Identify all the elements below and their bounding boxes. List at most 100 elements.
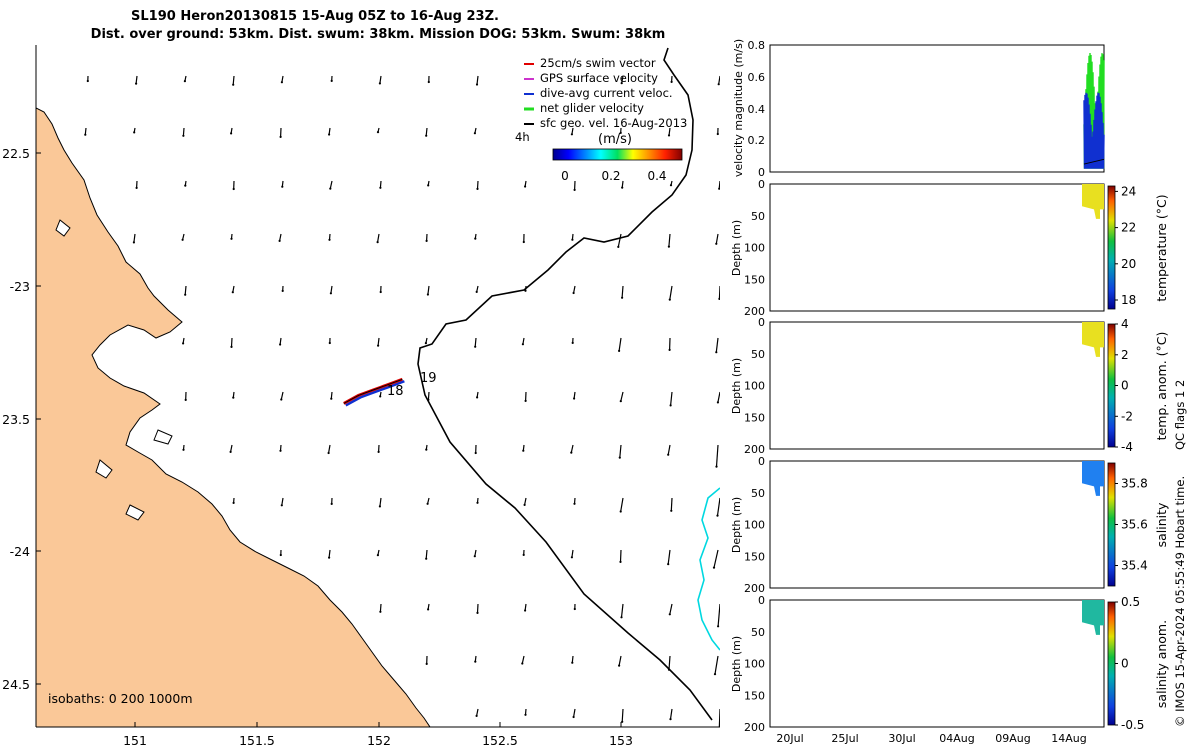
colorbar-tick-label: 0.5 [1121,595,1140,609]
colorbar-label: salinity anom. [1154,620,1169,708]
title-line-1: SL190 Heron20130815 15-Aug 05Z to 16-Aug… [131,9,499,24]
velocity-arrow [718,285,720,299]
velocity-arrow [621,75,624,84]
colorbar-tick-0: 0 [561,169,569,183]
velocity-arrow [668,233,671,247]
colorbar-tick-2: 0.4 [647,169,666,183]
arrow-head [425,557,428,560]
arrow-head [670,80,673,83]
arrow-head [522,449,525,452]
time-tick-09aug: 09Aug [995,732,1030,745]
arrow-head [717,83,720,86]
arrow-head [328,238,331,241]
arrow-head [669,184,673,187]
velocity-arrow [521,655,525,664]
velocity-arrow [668,127,671,136]
arrow-head [427,398,430,401]
arrow-head [474,345,477,348]
velocity-arrow [328,549,331,558]
arrow-head [718,187,720,190]
isobaths-label: isobaths: 0 200 1000m [48,691,193,706]
velocity-arrow [524,497,527,506]
svg-text:25cm/s swim vector: 25cm/s swim vector [540,56,656,70]
arrow-head [379,290,382,294]
arrow-head [426,293,429,296]
arrow-head [573,79,576,82]
land-mass [36,107,431,727]
velocity-arrow [328,444,331,454]
colorbar-tick-label: 0 [1121,379,1129,393]
velocity-arrow [84,127,87,135]
arrow-head [571,238,574,241]
velocity-arrow [717,391,720,403]
colorbar-tick-label: 35.6 [1121,518,1148,532]
velocity-arrow [668,655,671,670]
velocity-arrow [715,337,719,353]
time-tick-04aug: 04Aug [939,732,974,745]
depth-tick: 200 [744,305,765,318]
time-tick-30jul: 30Jul [888,732,915,745]
arrow-head [524,713,527,716]
velocity-arrow [280,391,284,400]
arrow-head [280,398,283,401]
arrow-head [376,131,380,134]
arrow-head [184,184,187,187]
velocity-arrow [619,549,622,562]
velocity-arrow [230,337,233,347]
arrow-head [474,660,477,663]
map-xtick-153: 153 [609,733,633,748]
velocity-arrow [377,337,380,346]
arrow-head [523,503,526,506]
colorbar-tick-label: 20 [1121,257,1136,271]
arrow-head [713,673,717,676]
arrow-head [667,668,671,671]
arrow-head [668,298,671,301]
arrow-head [379,610,382,613]
arrow-head [377,344,380,347]
arrow-head [475,290,478,293]
depth-tick: 0 [758,178,765,191]
depth-panel-3: 0 50 100 150 200 Depth (m) 35.8 35.6 35.4 salinit… [730,455,1169,595]
svg-text:GPS surface velocity: GPS surface velocity [540,71,658,85]
arrow-head [619,131,622,134]
velocity-arrow [620,603,624,618]
arrow-head [328,556,331,559]
arrow-head [618,456,621,459]
depth-colorbar [1107,185,1116,310]
arrow-head [427,80,430,84]
arrow-head [476,611,479,615]
arrow-head [715,465,718,468]
arrow-head [571,341,574,344]
velocity-arrow [379,497,382,507]
colorbar-tick-label: 4 [1121,317,1129,331]
depth-tick: 50 [751,210,765,223]
arrow-head [279,343,282,346]
colorbar-label: temperature (°C) [1154,194,1169,301]
velocity-arrow [184,285,187,295]
depth-tick: 0 [758,316,765,329]
depth-ylabel: Depth (m) [730,358,743,414]
arrow-head [524,185,527,188]
arrow-head [716,401,720,404]
arrow-head [181,238,184,241]
depth-ylabel: Depth (m) [730,636,743,692]
velocity-arrow [133,233,136,243]
velocity-arrow [713,549,719,568]
map-ytick-24: -24 [10,544,30,559]
arrow-head [670,509,673,512]
time-axis: 20Jul 25Jul 30Jul 04Aug 09Aug 14Aug [776,732,1086,745]
velocity-arrow [379,603,382,612]
velocity-arrow [718,708,720,727]
arrow-head [231,291,234,294]
velocity-arrow [474,337,477,347]
arrow-head [669,404,672,407]
velocity-arrow [182,127,185,136]
colorbar-tick-label: -2 [1121,409,1133,423]
arrow-head [232,501,235,504]
arrow-head [712,566,716,569]
velocity-arrow [715,444,719,467]
velocity-arrow [329,180,333,189]
arrow-head [132,241,135,244]
arrow-head [330,502,333,505]
